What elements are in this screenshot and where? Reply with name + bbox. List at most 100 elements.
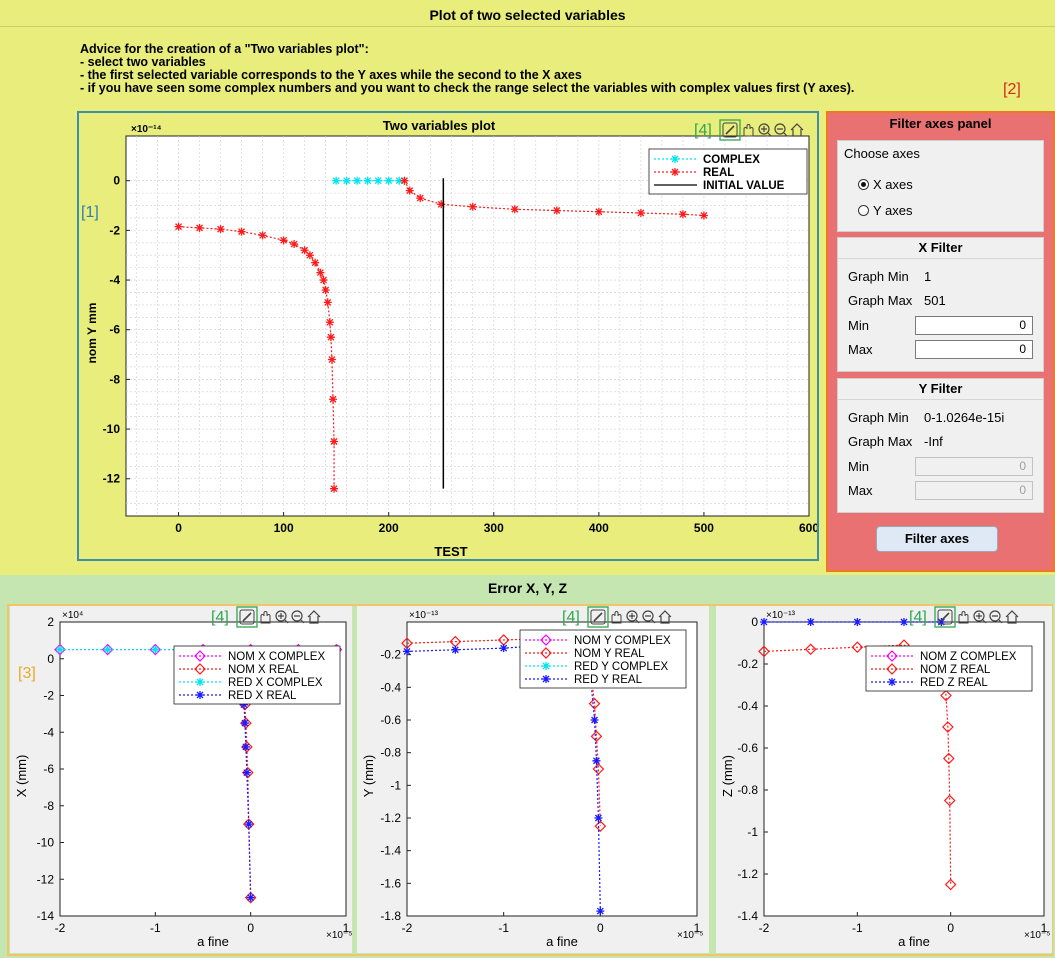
x-tick-label: 0 (597, 921, 604, 935)
home-icon[interactable] (1005, 610, 1019, 624)
data-point (510, 205, 519, 214)
plot-canvas[interactable]: Two variables plot ×10⁻¹⁴ 0 100 200 300 400 500… (79, 113, 817, 559)
radio-x-axes[interactable]: X axes (858, 177, 913, 192)
x-tick-label: 500 (694, 521, 714, 535)
y-tick-label: -1.6 (380, 876, 401, 890)
x-tick-label: -2 (55, 921, 66, 935)
y-graph-min-value: 0-1.0264e-15i (924, 410, 1005, 425)
axes-toolbar[interactable]: [4] (562, 606, 672, 628)
pan-hand-icon[interactable] (611, 611, 622, 624)
data-point (311, 258, 320, 267)
legend-marker (542, 675, 550, 683)
data-point (363, 176, 372, 185)
pan-hand-icon[interactable] (743, 124, 754, 137)
home-icon[interactable] (790, 123, 804, 137)
x-max-input[interactable]: 0 (915, 340, 1033, 359)
zoom-in-icon[interactable] (758, 123, 770, 135)
x-tick-label: 1 (694, 921, 701, 935)
radio-unselected-icon[interactable] (858, 205, 869, 216)
data-point (590, 730, 603, 743)
y-tick-label: -4 (43, 725, 54, 739)
series-0 (332, 176, 409, 185)
x-tick-label: 1 (343, 921, 350, 935)
error-z-plot[interactable]: -2 -1 0 1 0 -0.2 -0.4 -0.6 -0.8 -1 -1.2 -1.4 ×10⁻¹³ ×… (716, 606, 1052, 953)
y-exponent: ×10⁻¹³ (766, 610, 796, 621)
y-tick-label: -0.4 (737, 699, 758, 713)
y-min-input[interactable]: 0 (915, 457, 1033, 476)
x-max-label: Max (848, 342, 873, 357)
y-exponent: ×10⁻¹⁴ (131, 124, 162, 135)
radio-y-axes[interactable]: Y axes (858, 203, 913, 218)
y-tick-label: -0.4 (380, 680, 401, 694)
y-tick-label: -1.2 (380, 811, 401, 825)
zoom-in-icon[interactable] (973, 610, 985, 622)
axes-toolbar[interactable]: [4] (909, 606, 1019, 628)
zoom-out-icon[interactable] (642, 610, 654, 622)
x-min-input[interactable]: 0 (915, 316, 1033, 335)
y-filter-group: Y Filter Graph Min 0-1.0264e-15i Graph M… (837, 378, 1044, 513)
radio-selected-icon[interactable] (858, 179, 869, 190)
home-icon[interactable] (307, 610, 321, 624)
legend-entry: NOM Z REAL (920, 664, 991, 676)
y-tick-label: -2 (43, 689, 54, 703)
zoom-in-icon[interactable] (275, 610, 287, 622)
y-axis-label: Z (mm) (720, 755, 735, 797)
y-tick-label: -14 (37, 909, 55, 923)
advice-line: - select two variables (80, 55, 206, 69)
data-point (594, 207, 603, 216)
pan-hand-icon[interactable] (958, 611, 969, 624)
y-max-input[interactable]: 0 (915, 481, 1033, 500)
data-point (758, 645, 770, 658)
legend-marker (194, 650, 206, 662)
filter-axes-button[interactable]: Filter axes (876, 526, 998, 552)
zoom-in-icon[interactable] (626, 610, 638, 622)
zoom-out-icon[interactable] (291, 610, 303, 622)
x-axis-label: a fine (898, 934, 930, 949)
zoom-out-icon[interactable] (774, 123, 786, 135)
x-exponent: ×10⁻⁵ (1024, 930, 1050, 941)
y-tick-label: 0 (751, 615, 758, 629)
brush-icon[interactable] (722, 122, 738, 138)
brush-icon[interactable] (239, 609, 255, 625)
advice-text: Advice for the creation of a "Two variab… (80, 43, 854, 95)
home-icon[interactable] (658, 610, 672, 624)
error-x-plot[interactable]: -2 -1 0 120-2-4-6-8-10-12-14×10⁴×10⁻⁵a fine… (10, 606, 352, 953)
data-point (451, 645, 460, 654)
x-tick-label: 0 (947, 921, 954, 935)
zoom-out-glyph (992, 615, 1003, 624)
y-graph-min-label: Graph Min (848, 410, 909, 425)
zoom-out-icon[interactable] (989, 610, 1001, 622)
axes-toolbar[interactable]: [4] (211, 606, 321, 628)
y-tick-label: -12 (37, 872, 55, 886)
y-tick-label: -10 (37, 836, 55, 850)
y-axis-label: Y (mm) (361, 755, 376, 797)
zoom-in-glyph (629, 613, 640, 624)
callout-label-2: [2] (1003, 81, 1021, 98)
axes-toolbar[interactable]: [4] (694, 119, 804, 141)
data-point (327, 355, 336, 364)
data-point (636, 208, 645, 217)
callout-box-4 (719, 119, 741, 141)
y-tick-label: -1.2 (737, 867, 758, 881)
y-graph-max-value: -Inf (924, 434, 943, 449)
y-tick-label: -12 (103, 472, 121, 486)
data-point (588, 697, 601, 710)
choose-axes-title: Choose axes (844, 146, 920, 161)
brush-icon[interactable] (937, 609, 953, 625)
data-point (592, 763, 605, 775)
filter-panel-title: Filter axes panel (889, 116, 992, 131)
x-tick-label: 0 (247, 921, 254, 935)
pan-hand-icon[interactable] (260, 611, 271, 624)
data-point (552, 206, 561, 215)
data-point (400, 176, 409, 185)
brush-icon[interactable] (590, 609, 606, 625)
data-point (468, 202, 477, 211)
two-variables-plot[interactable]: Two variables plot ×10⁻¹⁴ 0 100 200 300 400 500… (77, 111, 819, 561)
error-y-plot[interactable]: -2 -1 0 1 -0.2 -0.4 -0.6 -0.8 -1 -1.2 -1.4 -1.6 -1.8… (357, 606, 709, 953)
data-point (323, 298, 332, 307)
